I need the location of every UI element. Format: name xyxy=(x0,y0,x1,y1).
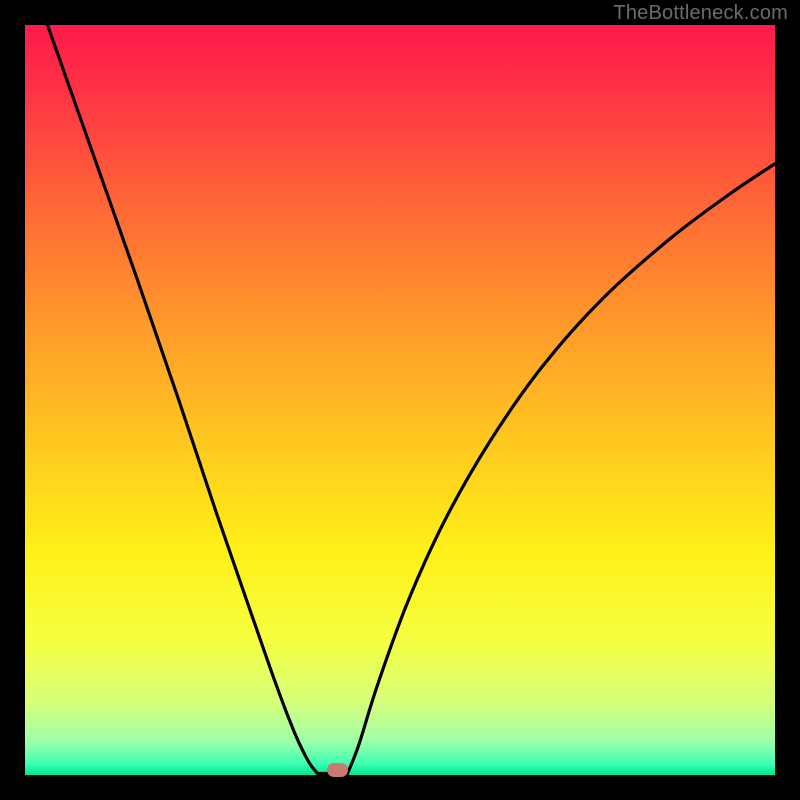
chart-container: TheBottleneck.com xyxy=(0,0,800,800)
watermark-text: TheBottleneck.com xyxy=(613,2,788,25)
plot-area xyxy=(25,25,775,775)
sweet-spot-marker xyxy=(327,763,348,777)
bottleneck-curve xyxy=(25,25,775,775)
